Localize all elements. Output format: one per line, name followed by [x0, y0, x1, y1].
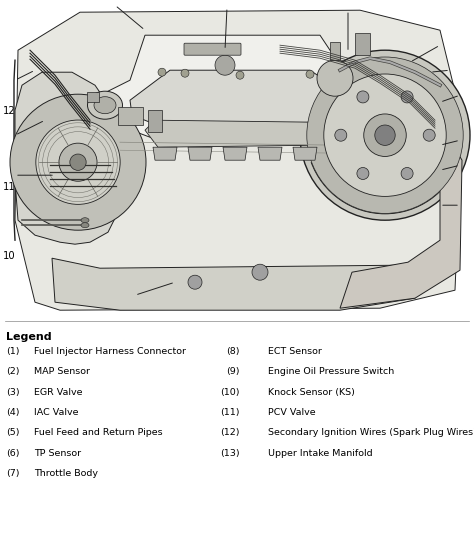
Text: 5: 5: [447, 130, 454, 139]
Text: (5): (5): [6, 428, 19, 437]
Polygon shape: [90, 35, 370, 137]
Text: 2: 2: [343, 21, 349, 30]
Circle shape: [307, 57, 463, 214]
Circle shape: [317, 60, 353, 96]
Circle shape: [188, 275, 202, 289]
Bar: [87, 92, 99, 102]
Text: IAC Valve: IAC Valve: [34, 408, 79, 417]
Text: (6): (6): [6, 449, 19, 458]
Text: 6: 6: [447, 172, 454, 182]
Polygon shape: [145, 120, 330, 147]
Polygon shape: [293, 147, 317, 160]
Text: 8: 8: [447, 246, 454, 256]
Text: (8): (8): [226, 347, 239, 356]
Text: (1): (1): [6, 347, 19, 356]
Bar: [355, 33, 370, 55]
Circle shape: [364, 114, 406, 156]
Ellipse shape: [94, 97, 116, 114]
Text: (4): (4): [6, 408, 19, 417]
Circle shape: [252, 264, 268, 280]
Text: EGR Valve: EGR Valve: [34, 388, 82, 397]
Polygon shape: [52, 258, 420, 310]
Bar: [148, 110, 162, 132]
Text: TP Sensor: TP Sensor: [34, 449, 81, 458]
Ellipse shape: [81, 218, 89, 223]
Text: (7): (7): [6, 469, 19, 478]
Circle shape: [181, 69, 189, 77]
Text: 11: 11: [3, 182, 16, 192]
Text: Fuel Feed and Return Pipes: Fuel Feed and Return Pipes: [34, 428, 163, 437]
Text: (3): (3): [6, 388, 19, 397]
Circle shape: [36, 120, 120, 205]
Circle shape: [70, 154, 86, 170]
Text: 1: 1: [228, 18, 235, 27]
Circle shape: [59, 143, 97, 181]
Circle shape: [300, 50, 470, 220]
Text: (9): (9): [226, 367, 239, 376]
Ellipse shape: [81, 223, 89, 227]
Text: (12): (12): [220, 428, 239, 437]
Text: 10: 10: [3, 252, 16, 261]
Text: MAP Sensor: MAP Sensor: [34, 367, 90, 376]
Text: 12: 12: [3, 106, 16, 116]
Circle shape: [401, 168, 413, 179]
Text: Secondary Ignition Wires (Spark Plug Wires): Secondary Ignition Wires (Spark Plug Wir…: [268, 428, 474, 437]
Polygon shape: [340, 140, 462, 308]
Circle shape: [357, 91, 369, 103]
Text: 13: 13: [88, 17, 100, 26]
Text: Legend: Legend: [6, 332, 51, 342]
Polygon shape: [15, 10, 462, 310]
Circle shape: [357, 168, 369, 179]
Polygon shape: [188, 147, 212, 160]
Circle shape: [158, 68, 166, 76]
Text: (10): (10): [220, 388, 239, 397]
Text: ECT Sensor: ECT Sensor: [268, 347, 322, 356]
Circle shape: [236, 71, 244, 79]
Text: 7: 7: [447, 205, 454, 214]
Text: (11): (11): [220, 408, 239, 417]
Circle shape: [423, 129, 435, 141]
Text: Throttle Body: Throttle Body: [34, 469, 98, 478]
Polygon shape: [258, 147, 282, 160]
Circle shape: [335, 129, 347, 141]
Text: Upper Intake Manifold: Upper Intake Manifold: [268, 449, 373, 458]
Polygon shape: [15, 72, 120, 244]
Text: Engine Oil Pressure Switch: Engine Oil Pressure Switch: [268, 367, 394, 376]
Circle shape: [375, 125, 395, 145]
Ellipse shape: [88, 91, 122, 119]
Circle shape: [401, 91, 413, 103]
Text: 3: 3: [428, 73, 435, 82]
Text: Fuel Injector Harness Connector: Fuel Injector Harness Connector: [34, 347, 186, 356]
FancyBboxPatch shape: [184, 43, 241, 55]
Text: PCV Valve: PCV Valve: [268, 408, 315, 417]
Text: Knock Sensor (KS): Knock Sensor (KS): [268, 388, 355, 397]
Polygon shape: [153, 147, 177, 160]
Polygon shape: [223, 147, 247, 160]
Circle shape: [215, 55, 235, 75]
Circle shape: [10, 94, 146, 230]
Text: (2): (2): [6, 367, 19, 376]
Text: 4: 4: [438, 102, 444, 112]
Circle shape: [306, 70, 314, 78]
Bar: [118, 107, 143, 125]
Polygon shape: [130, 70, 348, 124]
Bar: [330, 42, 340, 60]
Text: 9: 9: [96, 276, 103, 285]
Text: (13): (13): [220, 449, 239, 458]
Circle shape: [324, 74, 446, 197]
